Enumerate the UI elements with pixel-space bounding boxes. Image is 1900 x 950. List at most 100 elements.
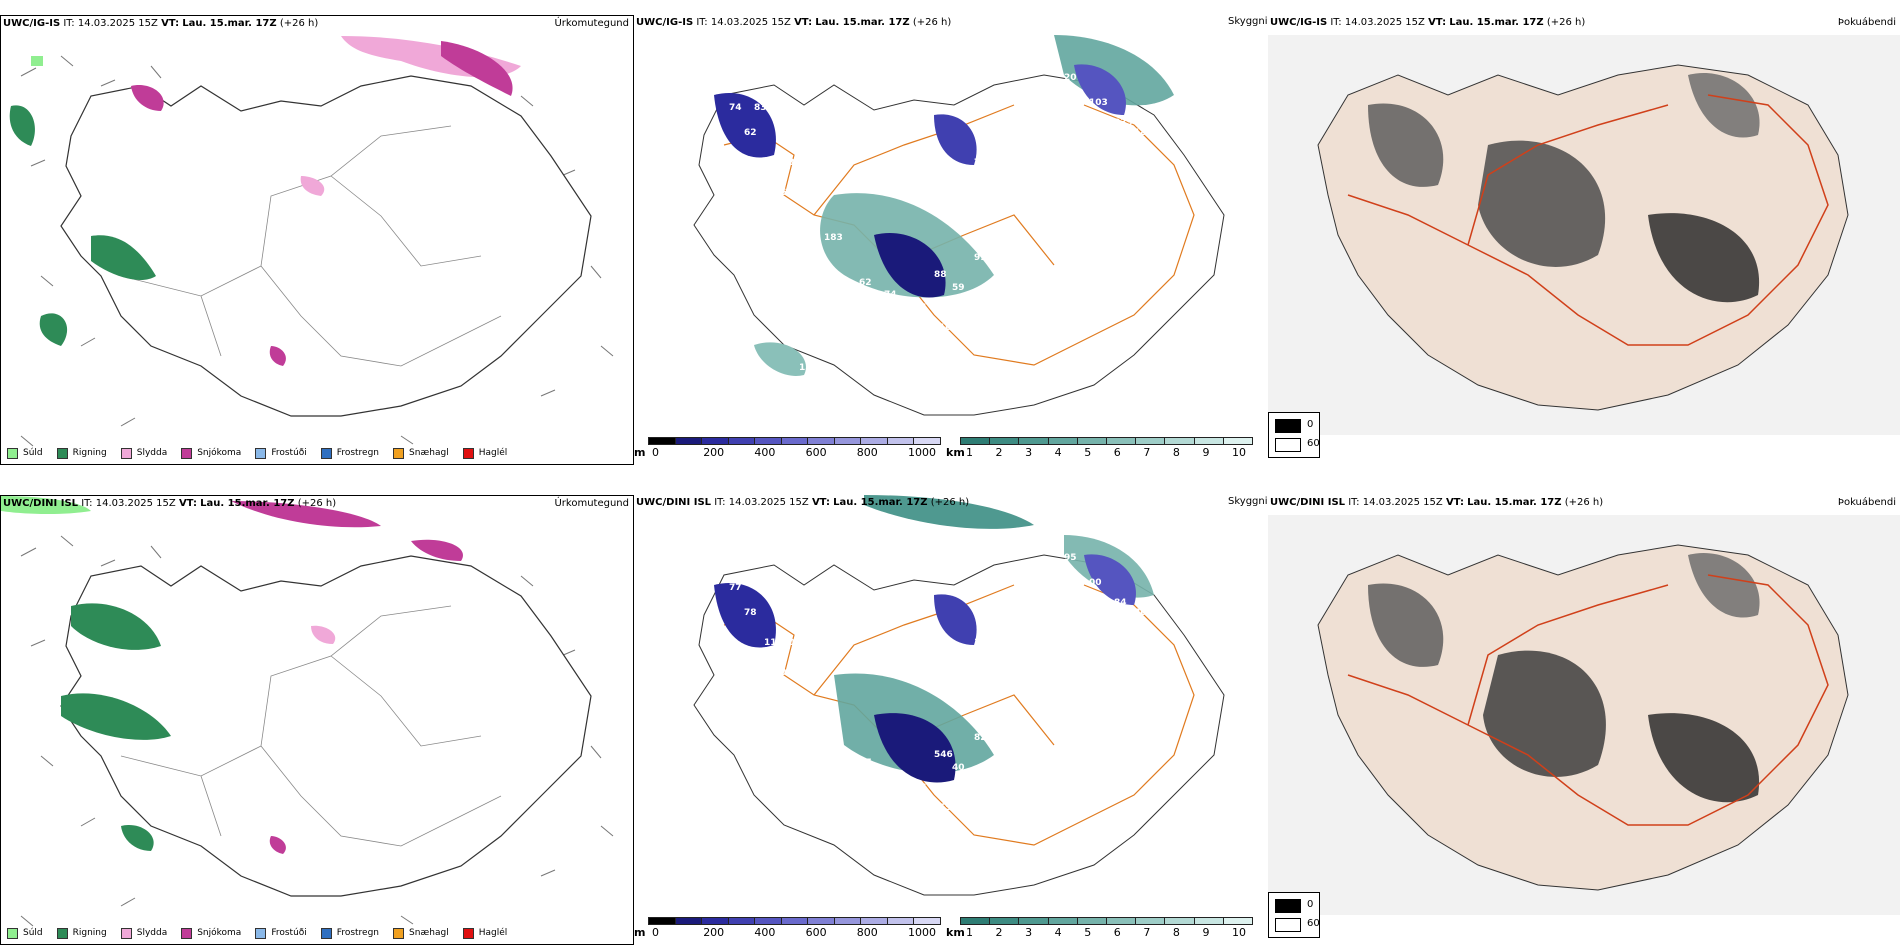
skyggni-label: Skyggni xyxy=(1228,16,1268,27)
legend-swatch xyxy=(393,927,405,939)
skyggni-label: Skyggni xyxy=(1228,496,1268,507)
ceiling-value-label: 93 xyxy=(724,173,737,183)
visibility-colorbar: km 1 2 3 4 5 6 7 8 9 10 xyxy=(946,437,1253,463)
ceiling-value-label: 13 xyxy=(799,363,812,373)
colorbar-unit: km xyxy=(946,446,965,459)
ceiling-value-label: 615 xyxy=(1064,778,1083,788)
ceiling-value-label: 141 xyxy=(929,843,948,853)
colorbar-tick: 8 xyxy=(1172,926,1180,939)
ceiling-value-label: 00 xyxy=(1089,578,1102,588)
colorbar-segment xyxy=(1193,437,1224,445)
colorbar-segment xyxy=(1047,437,1078,445)
fog-legend-top: 0 60 xyxy=(1268,412,1320,458)
colorbar-segment xyxy=(833,437,862,445)
colorbar-segment xyxy=(833,917,862,925)
legend-item: Frostúði xyxy=(255,927,307,939)
legend-swatch xyxy=(255,927,267,939)
ceiling-value-label: 157 xyxy=(989,763,1008,773)
colorbar-tick: 1 xyxy=(966,446,973,459)
colorbar-tick: 10 xyxy=(1232,446,1246,459)
ceiling-patches xyxy=(714,64,1126,298)
ceiling-value-label: 80 xyxy=(824,713,837,723)
colorbar-segment xyxy=(989,917,1020,925)
lead-time: (+26 h) xyxy=(297,498,337,509)
fog-legend-value: 0 xyxy=(1307,419,1314,430)
it-value: 14.03.2025 15Z xyxy=(1362,497,1443,508)
colorbar-tick: 200 xyxy=(703,926,725,939)
legend-item: Snjókoma xyxy=(181,447,241,459)
ceiling-value-label: 71 xyxy=(896,300,909,310)
ceiling-value-label: 58 xyxy=(884,770,897,780)
fog-legend-value: 0 xyxy=(1307,899,1314,910)
ceiling-value-label: 46 xyxy=(1064,298,1077,308)
colorbar-segment xyxy=(960,437,991,445)
colorbar-segment xyxy=(807,917,835,925)
colorbar-segment xyxy=(913,437,941,445)
fog-swatch-0 xyxy=(1275,899,1301,913)
ceiling-value-label: 70 xyxy=(754,583,767,593)
precip-type-panel-bottom: UWC/DINI ISL IT: 14.03.2025 15Z VT: Lau.… xyxy=(0,495,634,945)
legend-swatch xyxy=(181,927,193,939)
colorbar-tick: 7 xyxy=(1143,446,1151,459)
legend-swatch xyxy=(120,447,132,459)
legend-swatch xyxy=(255,447,267,459)
colorbar-segment xyxy=(886,917,915,925)
colorbar-tick: 800 xyxy=(856,446,878,459)
iceland-outline xyxy=(60,75,592,417)
colorbar-segment xyxy=(1018,437,1049,445)
ceiling-value-label: 107 xyxy=(939,323,958,333)
fog-map-bottom xyxy=(1268,515,1900,915)
model-name: UWC/DINI ISL xyxy=(636,497,712,508)
colorbar-segment xyxy=(1222,437,1253,445)
precip-patches xyxy=(1,496,463,854)
colorbar-segment xyxy=(1076,437,1107,445)
ceiling-value-label: 59 xyxy=(749,246,762,256)
colorbar-segment xyxy=(1047,917,1078,925)
ceiling-value-label: 63 xyxy=(764,158,777,168)
ceiling-value-label: 62 xyxy=(744,128,757,138)
legend-item: Snæhagl xyxy=(393,447,449,459)
colorbar-tick: 9 xyxy=(1202,446,1210,459)
ceiling-value-label: 59 xyxy=(952,283,965,293)
ceiling-value-label: 65 xyxy=(914,303,927,313)
legend-swatch xyxy=(56,927,68,939)
ceiling-visibility-panel-top: 74 83 62 56 93 63 73 66 50 69 59 83 183 62 74 71 65 88 59 9… xyxy=(634,15,1270,465)
ceiling-value-label: 35 xyxy=(889,368,902,378)
ceiling-value-label: 74 xyxy=(959,173,972,183)
legend-item: Rigning xyxy=(56,447,107,459)
ceiling-value-label: 20 xyxy=(1064,73,1077,83)
colorbar-segment xyxy=(1164,437,1195,445)
ceiling-value-label: 66 xyxy=(774,188,787,198)
colorbar-tick: 3 xyxy=(1025,446,1033,459)
ceiling-value-label: 70 xyxy=(924,813,937,823)
model-name: UWC/IG-IS xyxy=(1270,17,1328,28)
fog-swatch-60 xyxy=(1275,438,1301,452)
ceiling-value-label: 44 xyxy=(694,738,707,748)
panel-header: UWC/IG-IS IT: 14.03.2025 15Z VT: Lau. 15… xyxy=(1270,15,1898,31)
legend-item: Haglél xyxy=(462,927,507,939)
vt-value: Lau. 15.mar. 17Z xyxy=(200,498,295,509)
vt-label: VT: xyxy=(1428,17,1447,28)
it-value: 14.03.2025 15Z xyxy=(77,18,158,29)
model-name: UWC/IG-IS xyxy=(3,18,61,29)
colorbar-tick: 6 xyxy=(1113,446,1121,459)
colorbar-segment xyxy=(886,437,915,445)
ceiling-value-label: 102 xyxy=(782,638,801,648)
colorbar-segment xyxy=(701,917,729,925)
panel-header: UWC/IG-IS IT: 14.03.2025 15Z VT: Lau. 15… xyxy=(636,15,1268,31)
ceiling-value-label: 102 xyxy=(889,848,908,858)
ceiling-value-label: 76 xyxy=(914,783,927,793)
ceiling-value-label: 142 xyxy=(809,328,828,338)
colorbar-segment xyxy=(960,917,991,925)
roads xyxy=(120,125,502,367)
model-name: UWC/DINI ISL xyxy=(1270,497,1346,508)
fog-swatch-0 xyxy=(1275,419,1301,433)
ceiling-value-label: 82 xyxy=(809,808,822,818)
ceiling-visibility-panel-bottom: 77 70 78 81 204 115 102 40 44 66 99 86 80 57 58 79 76 546… xyxy=(634,495,1270,945)
legend-item: Haglél xyxy=(462,447,507,459)
ceiling-value-label: 105 xyxy=(1104,613,1123,623)
product-name: Þokuábendi xyxy=(1837,497,1896,508)
wind-barbs xyxy=(20,535,614,927)
roads-red xyxy=(1347,94,1829,346)
